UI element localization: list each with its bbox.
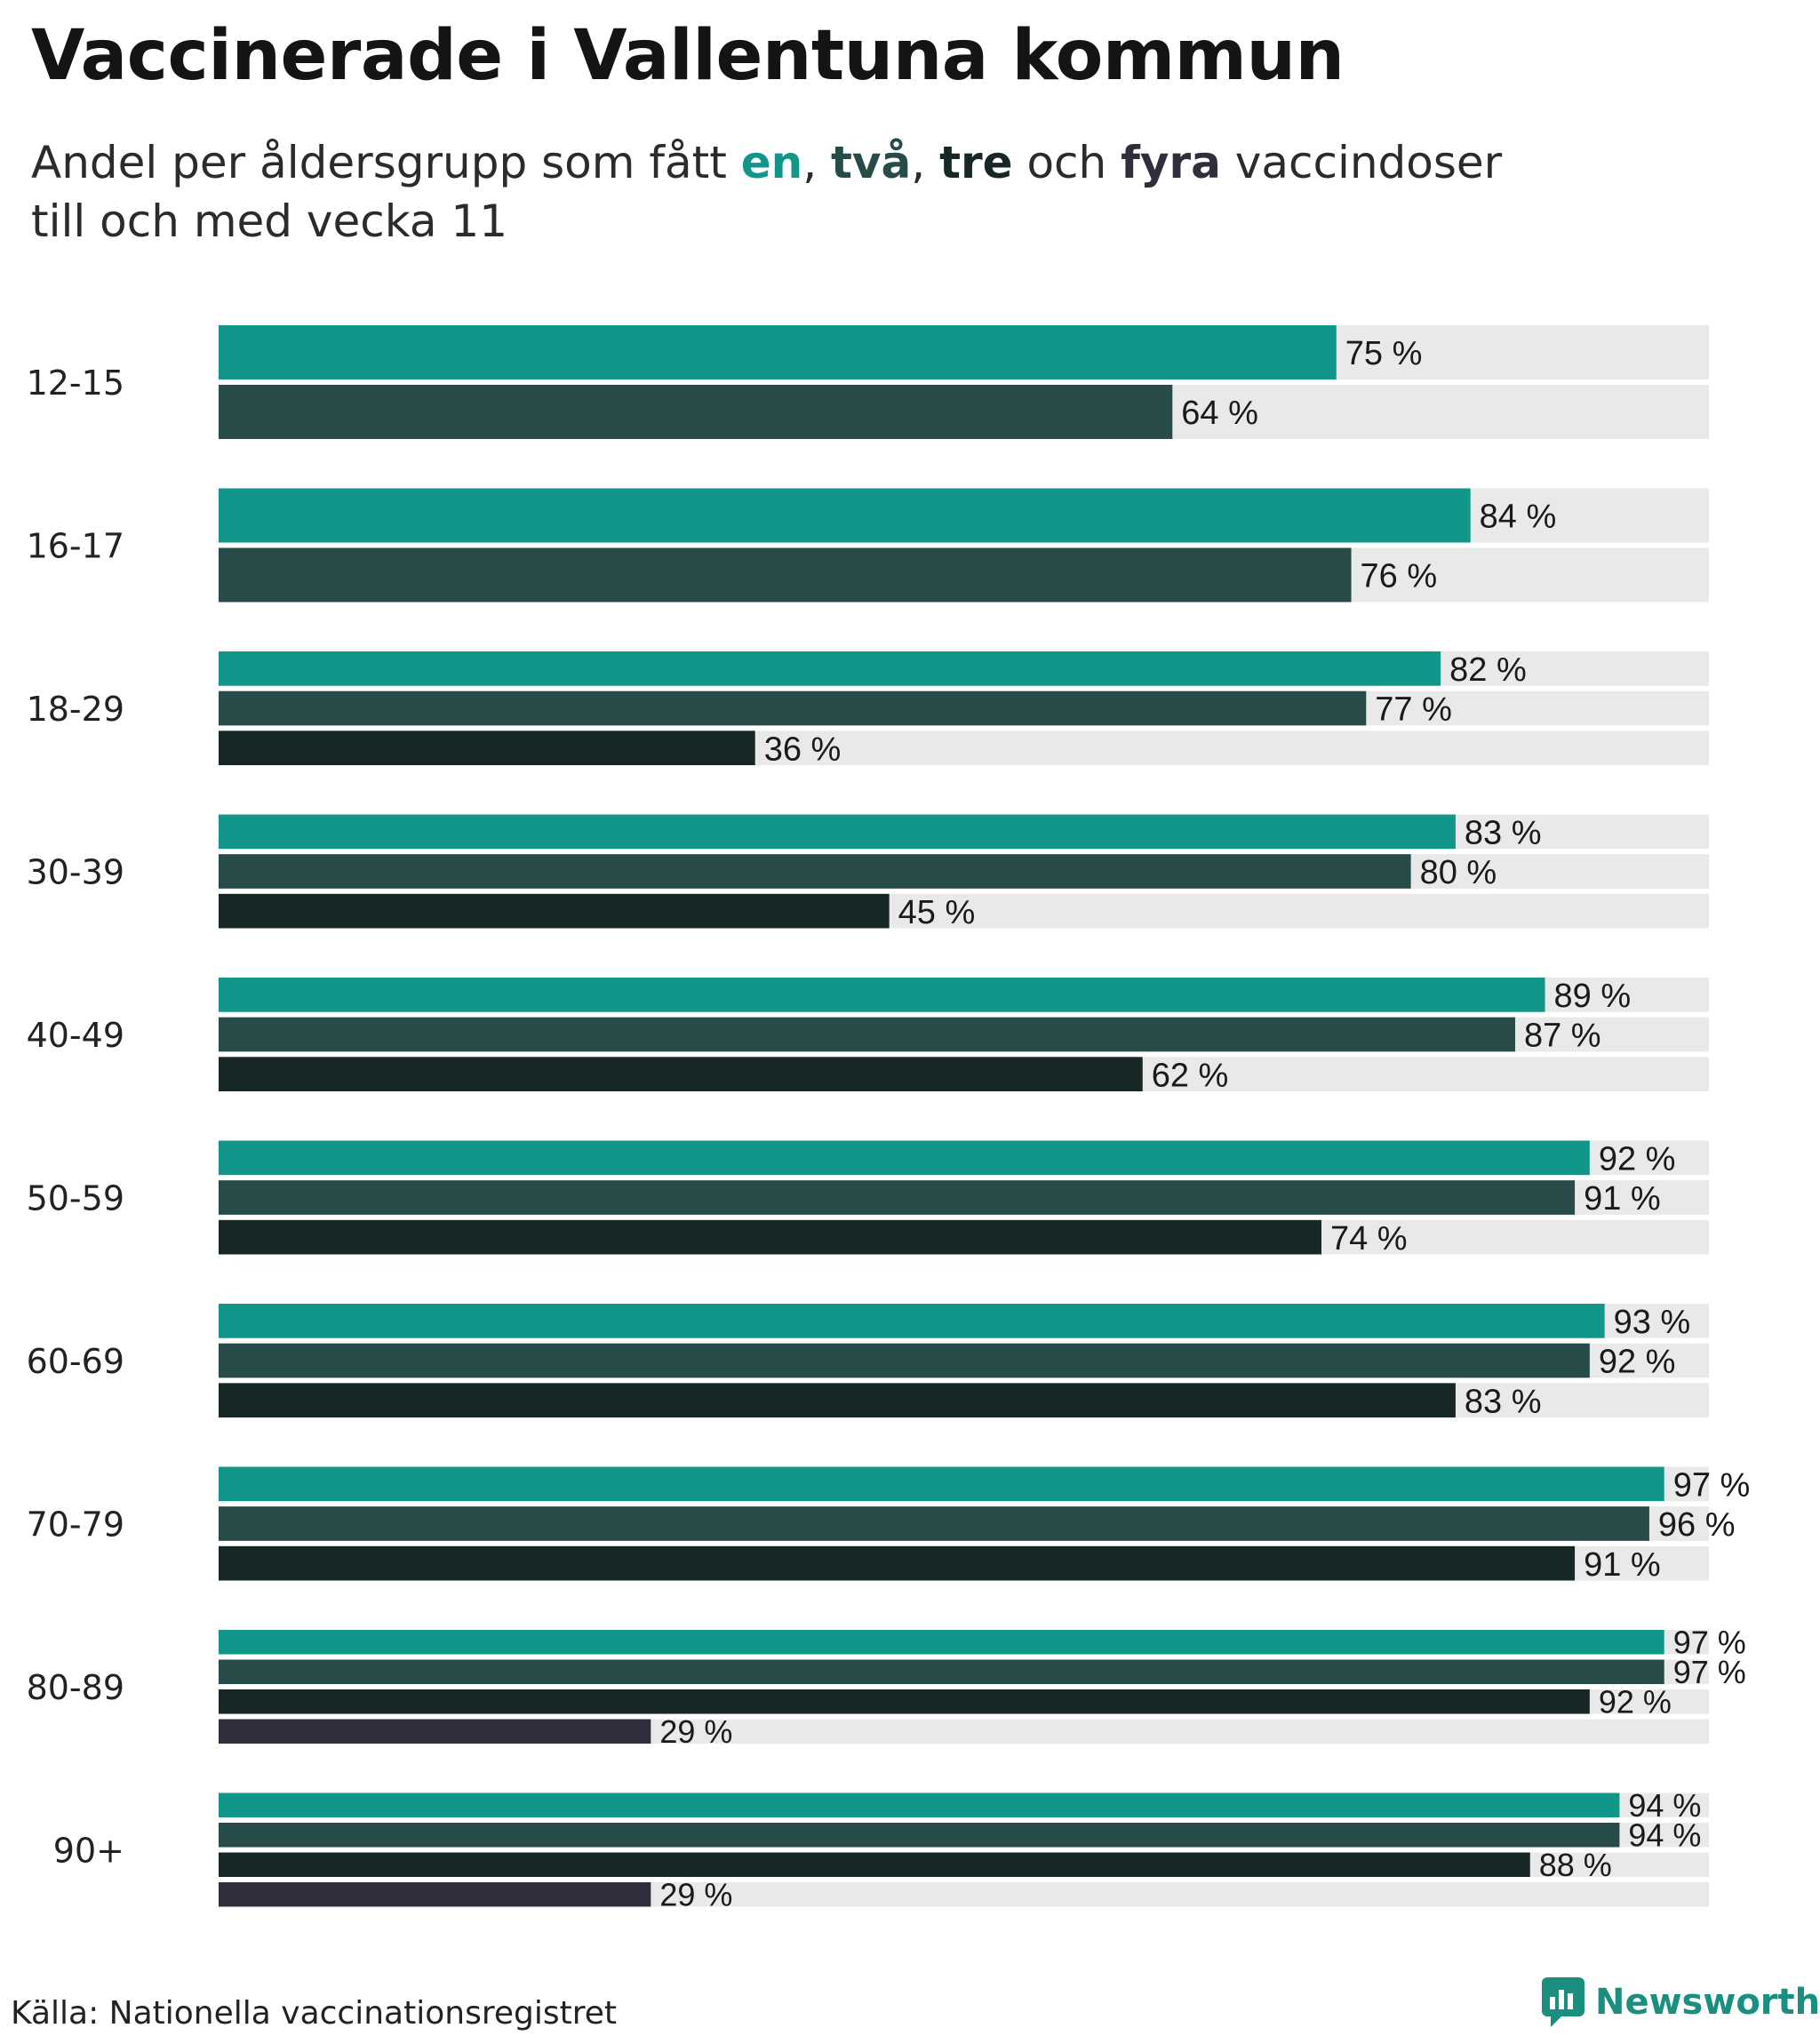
- bar-dose-one: [219, 814, 1456, 850]
- category-label: 60-69: [27, 1342, 124, 1381]
- value-label: 62 %: [1152, 1057, 1229, 1094]
- bar-dose-four: [219, 1882, 651, 1907]
- bar-dose-two: [219, 547, 1352, 603]
- value-label: 97 %: [1673, 1467, 1751, 1505]
- value-label: 91 %: [1584, 1180, 1661, 1218]
- value-label: 84 %: [1480, 499, 1557, 536]
- value-label: 87 %: [1524, 1018, 1601, 1055]
- category-label: 50-59: [27, 1179, 124, 1218]
- category-label: 90+: [53, 1832, 124, 1871]
- value-label: 97 %: [1673, 1625, 1746, 1661]
- subtitle-dose-two: två: [831, 137, 912, 188]
- value-label: 94 %: [1628, 1817, 1701, 1854]
- bar-dose-three: [219, 1219, 1321, 1255]
- bar-dose-three: [219, 893, 890, 929]
- value-label: 76 %: [1361, 558, 1438, 595]
- subtitle-text: vaccindoser: [1220, 137, 1503, 188]
- bar-dose-three: [219, 1689, 1590, 1714]
- bar-dose-two: [219, 1343, 1590, 1378]
- subtitle-text: Andel per åldersgrupp som fått: [31, 137, 741, 188]
- value-label: 29 %: [659, 1877, 732, 1913]
- newsworthy-logo-icon: [1542, 1977, 1585, 2027]
- brand-logo: Newsworthy: [1542, 1977, 1820, 2027]
- bar-dose-one: [219, 651, 1441, 686]
- bar-dose-three: [219, 1383, 1456, 1417]
- value-label: 92 %: [1599, 1344, 1676, 1381]
- value-label: 83 %: [1465, 815, 1542, 852]
- value-label: 97 %: [1673, 1654, 1746, 1690]
- category-label: 70-79: [27, 1505, 124, 1545]
- value-label: 80 %: [1420, 854, 1497, 891]
- subtitle-dose-three: tre: [939, 137, 1013, 188]
- value-label: 36 %: [764, 731, 842, 768]
- bar-dose-three: [219, 1545, 1576, 1581]
- value-label: 75 %: [1345, 335, 1423, 372]
- bar-dose-four: [219, 1719, 651, 1744]
- subtitle-line-two: till och med vecka 11: [31, 196, 508, 247]
- subtitle-separator: ,: [802, 137, 832, 188]
- bar-dose-one: [219, 488, 1471, 543]
- bar-dose-two: [219, 385, 1173, 439]
- category-label: 40-49: [27, 1016, 124, 1055]
- bar-dose-one: [219, 1140, 1590, 1176]
- bar-dose-two: [219, 691, 1367, 726]
- category-label: 16-17: [27, 527, 124, 566]
- value-label: 74 %: [1330, 1220, 1408, 1258]
- bar-dose-two: [219, 1506, 1649, 1541]
- value-label: 94 %: [1628, 1787, 1701, 1824]
- bar-dose-one: [219, 1792, 1620, 1817]
- bar-dose-two: [219, 1017, 1515, 1052]
- value-label: 29 %: [659, 1713, 732, 1750]
- bar-dose-two: [219, 1823, 1620, 1848]
- chart-subtitle: Andel per åldersgrupp som fått en, två, …: [31, 133, 1502, 251]
- chart-title: Vaccinerade i Vallentuna kommun: [31, 16, 1345, 96]
- value-label: 91 %: [1584, 1546, 1661, 1584]
- value-label: 45 %: [898, 894, 976, 931]
- bar-dose-two: [219, 1180, 1576, 1215]
- value-label: 77 %: [1375, 691, 1452, 729]
- value-label: 96 %: [1658, 1506, 1736, 1544]
- value-label: 88 %: [1539, 1847, 1612, 1883]
- bar-dose-one: [219, 978, 1545, 1012]
- value-label: 83 %: [1465, 1383, 1542, 1420]
- value-label: 93 %: [1614, 1304, 1691, 1341]
- category-label: 12-15: [27, 363, 124, 403]
- bar-dose-three: [219, 1057, 1143, 1091]
- source-note: Källa: Nationella vaccinationsregistret: [11, 1995, 617, 2032]
- subtitle-separator: ,: [911, 137, 940, 188]
- value-label: 89 %: [1554, 978, 1632, 1015]
- value-label: 82 %: [1449, 651, 1527, 689]
- bar-dose-one: [219, 1630, 1664, 1655]
- bar-dose-two: [219, 1659, 1664, 1684]
- value-label: 64 %: [1181, 395, 1258, 432]
- category-label: 18-29: [27, 690, 124, 729]
- category-label: 30-39: [27, 853, 124, 892]
- category-label: 80-89: [27, 1668, 124, 1707]
- subtitle-dose-four: fyra: [1121, 137, 1221, 188]
- bar-dose-one: [219, 1466, 1664, 1502]
- value-label: 92 %: [1599, 1141, 1676, 1178]
- bar-dose-one: [219, 1304, 1605, 1338]
- subtitle-text: och: [1012, 137, 1122, 188]
- bar-dose-one: [219, 325, 1337, 379]
- bar-dose-two: [219, 854, 1411, 889]
- bar-dose-three: [219, 731, 755, 765]
- brand-name: Newsworthy: [1595, 1982, 1820, 2023]
- value-label: 92 %: [1599, 1684, 1672, 1721]
- subtitle-dose-one: en: [740, 137, 803, 188]
- bar-dose-three: [219, 1852, 1530, 1877]
